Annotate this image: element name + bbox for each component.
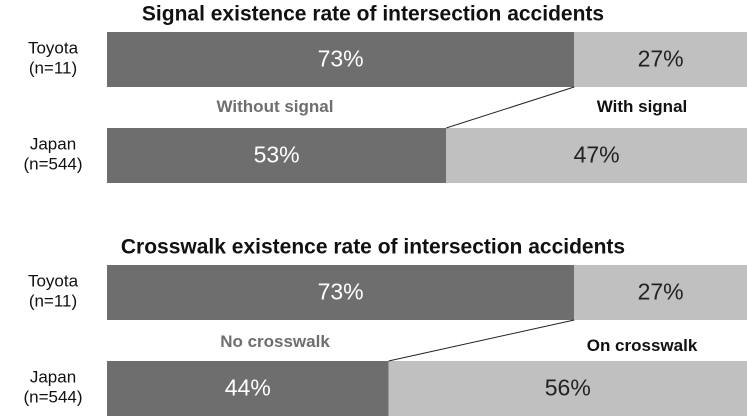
legend-label: With signal xyxy=(597,97,688,116)
bar-segment xyxy=(574,32,747,87)
legend-label: Without signal xyxy=(217,97,334,116)
value-label: 47% xyxy=(574,142,620,168)
category-label: Toyota (n=11) xyxy=(28,39,79,78)
bar-segment xyxy=(107,128,447,183)
bar-segment xyxy=(574,265,747,320)
connector xyxy=(446,86,575,129)
bar-segment xyxy=(107,32,575,87)
category-label: Toyota (n=11) xyxy=(28,272,79,311)
bar-segment xyxy=(388,361,747,416)
legend-label: No crosswalk xyxy=(220,332,330,351)
value-label: 27% xyxy=(638,46,684,72)
chart-title: Signal existence rate of intersection ac… xyxy=(142,3,604,26)
value-label: 56% xyxy=(545,375,591,401)
value-label: 53% xyxy=(254,142,300,168)
value-label: 27% xyxy=(638,279,684,305)
bar-segment xyxy=(107,265,575,320)
bar-segment xyxy=(446,128,747,183)
legend-label: On crosswalk xyxy=(587,336,698,355)
chart-title: Crosswalk existence rate of intersection… xyxy=(121,236,625,259)
category-label: Japan (n=544) xyxy=(23,135,82,174)
value-label: 73% xyxy=(318,46,364,72)
category-label: Japan (n=544) xyxy=(23,368,82,407)
bar-segment xyxy=(107,361,389,416)
value-label: 73% xyxy=(318,279,364,305)
value-label: 44% xyxy=(225,375,271,401)
connector xyxy=(388,319,575,362)
